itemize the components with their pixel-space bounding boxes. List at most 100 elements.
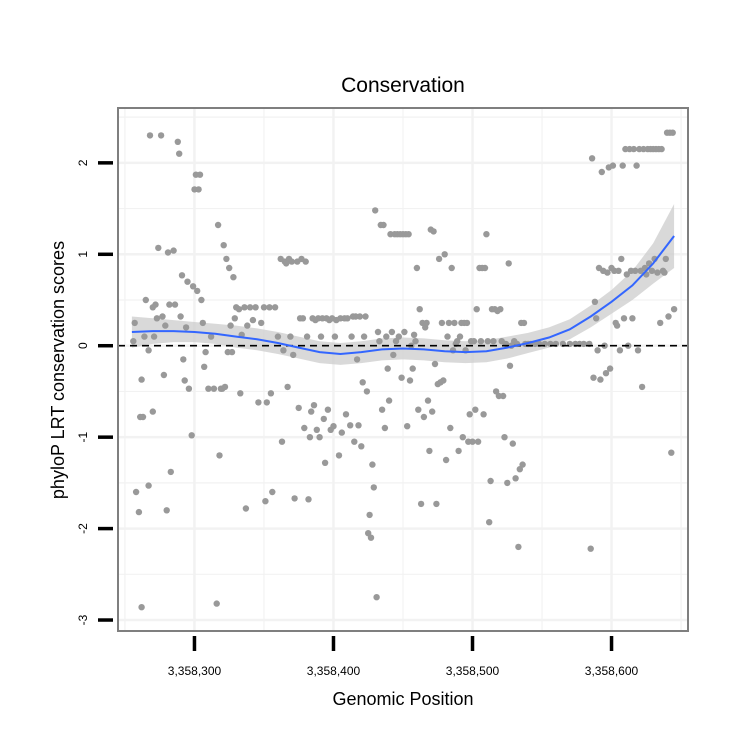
data-point [376, 338, 383, 345]
data-point [433, 500, 440, 508]
data-point [288, 258, 295, 265]
data-point [470, 338, 478, 345]
data-point [388, 328, 396, 336]
data-point [201, 363, 208, 370]
data-point [409, 365, 416, 372]
data-point [441, 251, 448, 258]
data-point [492, 388, 500, 395]
data-point [509, 440, 516, 447]
data-point [181, 377, 188, 384]
data-point [362, 313, 369, 320]
data-point [604, 269, 611, 276]
data-point [401, 328, 408, 336]
data-point [520, 319, 528, 327]
data-point [593, 315, 600, 322]
data-point [444, 333, 451, 340]
data-point [305, 496, 312, 503]
grid-lines [118, 108, 688, 631]
data-point [417, 500, 425, 508]
data-point [295, 404, 302, 412]
data-point [198, 296, 205, 304]
data-point [176, 150, 183, 157]
data-point [372, 207, 379, 214]
data-point [501, 434, 508, 441]
data-point [435, 255, 443, 263]
data-point [630, 145, 637, 153]
data-point [149, 408, 156, 415]
data-point [654, 269, 661, 276]
data-point [670, 306, 678, 313]
data-point [246, 304, 254, 311]
data-point [139, 413, 147, 421]
data-point [182, 324, 190, 331]
data-point [249, 316, 257, 324]
y-tick-label: -2 [76, 523, 90, 534]
data-point [342, 411, 350, 418]
data-point [178, 272, 186, 279]
data-point [171, 301, 179, 308]
data-point [271, 304, 279, 311]
data-point [602, 370, 610, 377]
data-point [598, 168, 605, 176]
data-point [463, 319, 471, 327]
data-point [383, 333, 390, 340]
data-point [606, 365, 614, 372]
data-point [378, 406, 386, 413]
data-point [469, 438, 476, 445]
data-point [665, 313, 672, 320]
data-point [324, 406, 332, 413]
data-point [369, 461, 376, 468]
data-point [205, 385, 212, 392]
data-point [516, 466, 523, 473]
data-point [445, 319, 453, 327]
data-point [424, 397, 432, 404]
data-point [429, 408, 436, 415]
data-point [613, 322, 621, 329]
data-point [287, 333, 294, 340]
data-point [648, 267, 656, 274]
data-point [313, 426, 320, 433]
data-point [447, 424, 454, 432]
x-tick-label: 3,358,600 [585, 664, 639, 678]
data-point [594, 347, 601, 354]
data-point [515, 543, 522, 551]
data-point [367, 534, 375, 541]
data-point [609, 162, 617, 169]
y-axis-title: phyloP LRT conservation scores [48, 241, 68, 499]
data-point [629, 315, 636, 322]
data-point [662, 255, 669, 263]
data-point [138, 604, 145, 611]
data-point [416, 306, 423, 313]
data-point [202, 348, 209, 356]
data-points-layer [130, 129, 678, 611]
plot-panel-border [117, 107, 689, 632]
data-point [194, 287, 201, 295]
data-point [266, 304, 273, 311]
data-point [195, 186, 202, 193]
data-point [308, 408, 315, 415]
data-point [189, 283, 197, 290]
data-point [157, 132, 165, 139]
data-point [370, 484, 377, 491]
data-point [299, 315, 307, 322]
data-point [284, 383, 291, 391]
data-point [412, 338, 419, 345]
data-point [228, 348, 236, 356]
data-point [348, 333, 355, 340]
data-point [231, 315, 238, 322]
data-point [633, 162, 640, 169]
data-point [188, 432, 195, 439]
data-point [321, 459, 329, 466]
data-point [420, 413, 428, 421]
data-point [263, 399, 270, 406]
data-point [487, 477, 494, 485]
data-point [141, 333, 148, 340]
data-point [291, 495, 298, 502]
data-point [619, 162, 626, 169]
data-point [331, 333, 339, 340]
data-point [241, 304, 248, 311]
data-point [280, 347, 287, 354]
data-point [230, 274, 237, 281]
data-point [274, 333, 282, 340]
